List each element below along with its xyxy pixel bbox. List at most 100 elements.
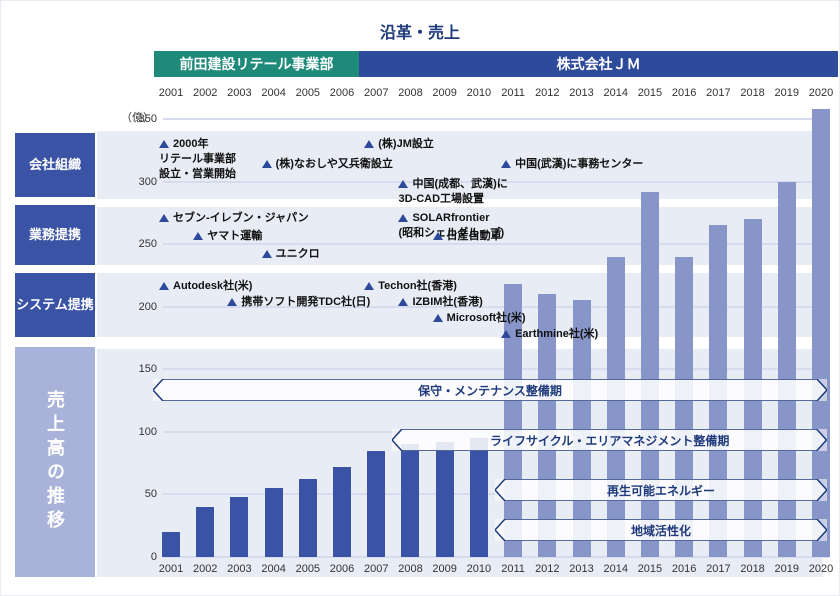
year-bottom-2008: 2008	[393, 563, 427, 575]
ytick-100: 100	[117, 426, 157, 438]
year-top-2010: 2010	[462, 87, 496, 99]
bar-2005	[299, 479, 317, 557]
annotation: 中国(武漢)に事務センター	[501, 157, 643, 172]
year-top-2009: 2009	[428, 87, 462, 99]
bar-2006	[333, 467, 351, 557]
year-bottom-2003: 2003	[222, 563, 256, 575]
year-bottom-2018: 2018	[736, 563, 770, 575]
triangle-icon	[364, 282, 374, 290]
bar-2001	[162, 532, 180, 557]
ytick-200: 200	[117, 301, 157, 313]
triangle-icon	[193, 232, 203, 240]
category-org: 会社組織	[15, 133, 95, 197]
year-bottom-2007: 2007	[359, 563, 393, 575]
year-bottom-2001: 2001	[154, 563, 188, 575]
year-top-2003: 2003	[222, 87, 256, 99]
year-bottom-2013: 2013	[565, 563, 599, 575]
annotation: Earthmine社(米)	[501, 327, 598, 342]
annotation: 2000年リテール事業部設立・営業開始	[159, 137, 236, 182]
triangle-icon	[433, 232, 443, 240]
annotation: Techon社(香港)	[364, 279, 457, 294]
annotation: セブン-イレブン・ジャパン	[159, 211, 309, 226]
year-top-2011: 2011	[496, 87, 530, 99]
ytick-300: 300	[117, 176, 157, 188]
era-1: 株式会社ＪＭ	[359, 51, 838, 77]
annotation: ヤマト運輸	[193, 229, 262, 244]
gridline-0	[163, 556, 829, 558]
bar-2009	[436, 442, 454, 557]
bar-2004	[265, 488, 283, 557]
year-bottom-2002: 2002	[188, 563, 222, 575]
year-bottom-2015: 2015	[633, 563, 667, 575]
triangle-icon	[159, 214, 169, 222]
phase-2: 再生可能エネルギー	[495, 479, 827, 501]
year-bottom-2020: 2020	[804, 563, 838, 575]
year-top-2014: 2014	[599, 87, 633, 99]
annotation: 携帯ソフト開発TDC社(日)	[227, 295, 370, 310]
year-top-2020: 2020	[804, 87, 838, 99]
bar-2010	[470, 438, 488, 557]
year-top-2001: 2001	[154, 87, 188, 99]
year-top-2008: 2008	[393, 87, 427, 99]
annotation: 中国(成都、武漢)に3D-CAD工場設置	[398, 177, 507, 207]
annotation: Autodesk社(米)	[159, 279, 252, 294]
year-top-2016: 2016	[667, 87, 701, 99]
category-sys: システム提携	[15, 273, 95, 337]
year-top-2012: 2012	[530, 87, 564, 99]
year-top-2002: 2002	[188, 87, 222, 99]
ytick-150: 150	[117, 363, 157, 375]
year-bottom-2011: 2011	[496, 563, 530, 575]
triangle-icon	[262, 160, 272, 168]
annotation: IZBIM社(香港)	[398, 295, 482, 310]
year-bottom-2005: 2005	[291, 563, 325, 575]
triangle-icon	[501, 330, 511, 338]
year-bottom-2017: 2017	[701, 563, 735, 575]
year-top-2005: 2005	[291, 87, 325, 99]
bar-2003	[230, 497, 248, 557]
bar-2014	[607, 257, 625, 557]
year-top-2018: 2018	[736, 87, 770, 99]
year-top-2013: 2013	[565, 87, 599, 99]
phase-0: 保守・メンテナンス整備期	[153, 379, 827, 401]
era-0: 前田建設リテール事業部	[154, 51, 359, 77]
category-biz: 業務提携	[15, 205, 95, 265]
triangle-icon	[501, 160, 511, 168]
ytick-250: 250	[117, 238, 157, 250]
phase-3: 地域活性化	[495, 519, 827, 541]
phase-1: ライフサイクル・エリアマネジメント整備期	[392, 429, 827, 451]
category-sales: 売上高の推移	[15, 347, 95, 577]
page-title: 沿革・売上	[1, 19, 839, 43]
annotation: ユニクロ	[262, 247, 320, 262]
year-top-2007: 2007	[359, 87, 393, 99]
annotation: (株)なおしや又兵衛設立	[262, 157, 393, 172]
ytick-0: 0	[117, 551, 157, 563]
bar-2007	[367, 451, 385, 557]
bar-2002	[196, 507, 214, 557]
bar-2016	[675, 257, 693, 557]
triangle-icon	[159, 140, 169, 148]
gridline-350	[163, 118, 829, 120]
annotation: 日産自動車	[433, 229, 502, 244]
year-bottom-2019: 2019	[770, 563, 804, 575]
year-bottom-2006: 2006	[325, 563, 359, 575]
ytick-50: 50	[117, 488, 157, 500]
triangle-icon	[364, 140, 374, 148]
triangle-icon	[398, 298, 408, 306]
annotation: Microsoft社(米)	[433, 311, 526, 326]
year-bottom-2010: 2010	[462, 563, 496, 575]
bar-2008	[401, 444, 419, 557]
triangle-icon	[227, 298, 237, 306]
triangle-icon	[262, 250, 272, 258]
year-top-2019: 2019	[770, 87, 804, 99]
year-top-2017: 2017	[701, 87, 735, 99]
year-bottom-2016: 2016	[667, 563, 701, 575]
year-top-2015: 2015	[633, 87, 667, 99]
triangle-icon	[398, 214, 408, 222]
year-top-2004: 2004	[257, 87, 291, 99]
annotation: (株)JM設立	[364, 137, 434, 152]
year-bottom-2004: 2004	[257, 563, 291, 575]
triangle-icon	[433, 314, 443, 322]
year-bottom-2009: 2009	[428, 563, 462, 575]
triangle-icon	[398, 180, 408, 188]
ytick-350: 350	[117, 113, 157, 125]
